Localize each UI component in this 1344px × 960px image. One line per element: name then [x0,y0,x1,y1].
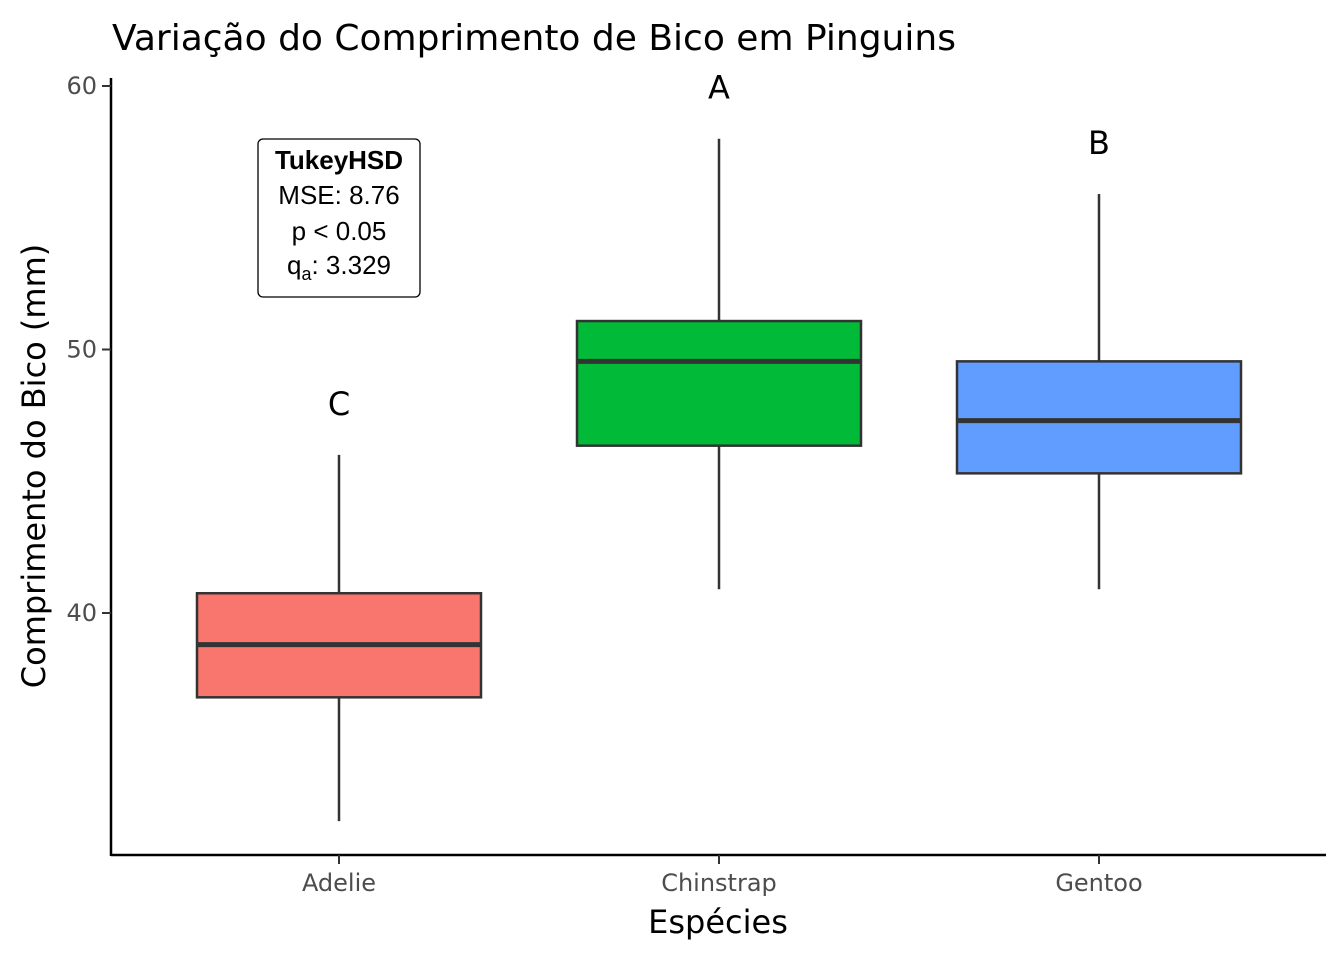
annotation-p-value: p < 0.05 [292,216,387,246]
y-axis-title: Comprimento do Bico (mm) [15,244,53,688]
plot-area: C A B [195,69,1243,822]
annotation-box [257,138,421,298]
group-letter-adelie: C [328,385,350,423]
chart-title: Variação do Comprimento de Bico em Pingu… [112,18,956,59]
box-body-gentoo [955,360,1243,475]
box-gentoo: B [955,124,1243,590]
group-letter-gentoo: B [1088,124,1110,162]
group-letter-chinstrap: A [708,69,730,107]
x-axis-title: Espécies [648,903,788,941]
box-chinstrap: A [575,69,863,590]
annotation-q-value: qa: 3.329 [287,250,391,284]
y-tick-label-50: 50 [66,336,97,364]
x-tick-label-chinstrap: Chinstrap [661,869,777,897]
tukey-annotation: TukeyHSD MSE: 8.76 p < 0.05 qa: 3.329 [257,138,421,298]
annotation-heading: TukeyHSD [275,145,403,175]
annotation-q-number: : 3.329 [311,250,391,280]
y-tick-label-60: 60 [66,72,97,100]
x-tick-label-adelie: Adelie [302,869,376,897]
annotation-q-symbol: q [287,250,301,280]
box-body-chinstrap [575,319,863,447]
box-adelie: C [195,385,483,822]
axis-ticks: Adelie Chinstrap Gentoo 40 50 60 [66,72,1142,897]
annotation-mse: MSE: 8.76 [278,180,399,210]
annotation-q-subscript: a [301,264,312,284]
y-tick-label-40: 40 [66,599,97,627]
x-tick-label-gentoo: Gentoo [1055,869,1142,897]
